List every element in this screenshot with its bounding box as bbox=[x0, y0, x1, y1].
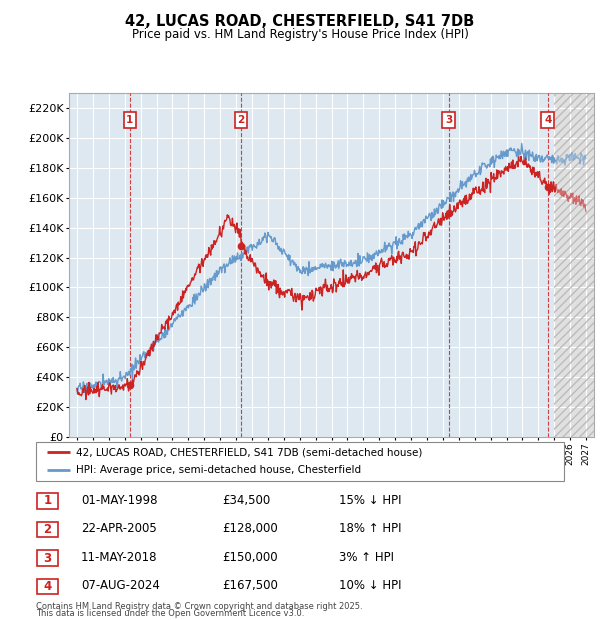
Text: 1: 1 bbox=[127, 115, 134, 125]
Text: 18% ↑ HPI: 18% ↑ HPI bbox=[339, 523, 401, 535]
Bar bbox=[554, 93, 594, 437]
FancyBboxPatch shape bbox=[36, 442, 564, 481]
Text: 2: 2 bbox=[237, 115, 244, 125]
FancyBboxPatch shape bbox=[37, 521, 58, 538]
Text: 42, LUCAS ROAD, CHESTERFIELD, S41 7DB (semi-detached house): 42, LUCAS ROAD, CHESTERFIELD, S41 7DB (s… bbox=[76, 448, 422, 458]
Text: £150,000: £150,000 bbox=[222, 551, 278, 564]
Text: £128,000: £128,000 bbox=[222, 523, 278, 535]
Text: This data is licensed under the Open Government Licence v3.0.: This data is licensed under the Open Gov… bbox=[36, 609, 304, 618]
FancyBboxPatch shape bbox=[37, 578, 58, 595]
Text: Contains HM Land Registry data © Crown copyright and database right 2025.: Contains HM Land Registry data © Crown c… bbox=[36, 602, 362, 611]
Text: 2: 2 bbox=[43, 523, 52, 536]
Text: 11-MAY-2018: 11-MAY-2018 bbox=[81, 551, 157, 564]
FancyBboxPatch shape bbox=[37, 550, 58, 566]
FancyBboxPatch shape bbox=[37, 493, 58, 509]
Text: 15% ↓ HPI: 15% ↓ HPI bbox=[339, 494, 401, 507]
Text: 4: 4 bbox=[43, 580, 52, 593]
Text: HPI: Average price, semi-detached house, Chesterfield: HPI: Average price, semi-detached house,… bbox=[76, 465, 361, 475]
Text: 10% ↓ HPI: 10% ↓ HPI bbox=[339, 580, 401, 592]
Text: 3: 3 bbox=[445, 115, 452, 125]
Text: 3% ↑ HPI: 3% ↑ HPI bbox=[339, 551, 394, 564]
Text: Price paid vs. HM Land Registry's House Price Index (HPI): Price paid vs. HM Land Registry's House … bbox=[131, 28, 469, 40]
Text: £34,500: £34,500 bbox=[222, 494, 270, 507]
Text: £167,500: £167,500 bbox=[222, 580, 278, 592]
Text: 01-MAY-1998: 01-MAY-1998 bbox=[81, 494, 157, 507]
Bar bbox=[554, 93, 594, 437]
Text: 07-AUG-2024: 07-AUG-2024 bbox=[81, 580, 160, 592]
Text: 1: 1 bbox=[43, 495, 52, 507]
Text: 3: 3 bbox=[43, 552, 52, 564]
Text: 42, LUCAS ROAD, CHESTERFIELD, S41 7DB: 42, LUCAS ROAD, CHESTERFIELD, S41 7DB bbox=[125, 14, 475, 29]
Text: 22-APR-2005: 22-APR-2005 bbox=[81, 523, 157, 535]
Text: 4: 4 bbox=[544, 115, 551, 125]
